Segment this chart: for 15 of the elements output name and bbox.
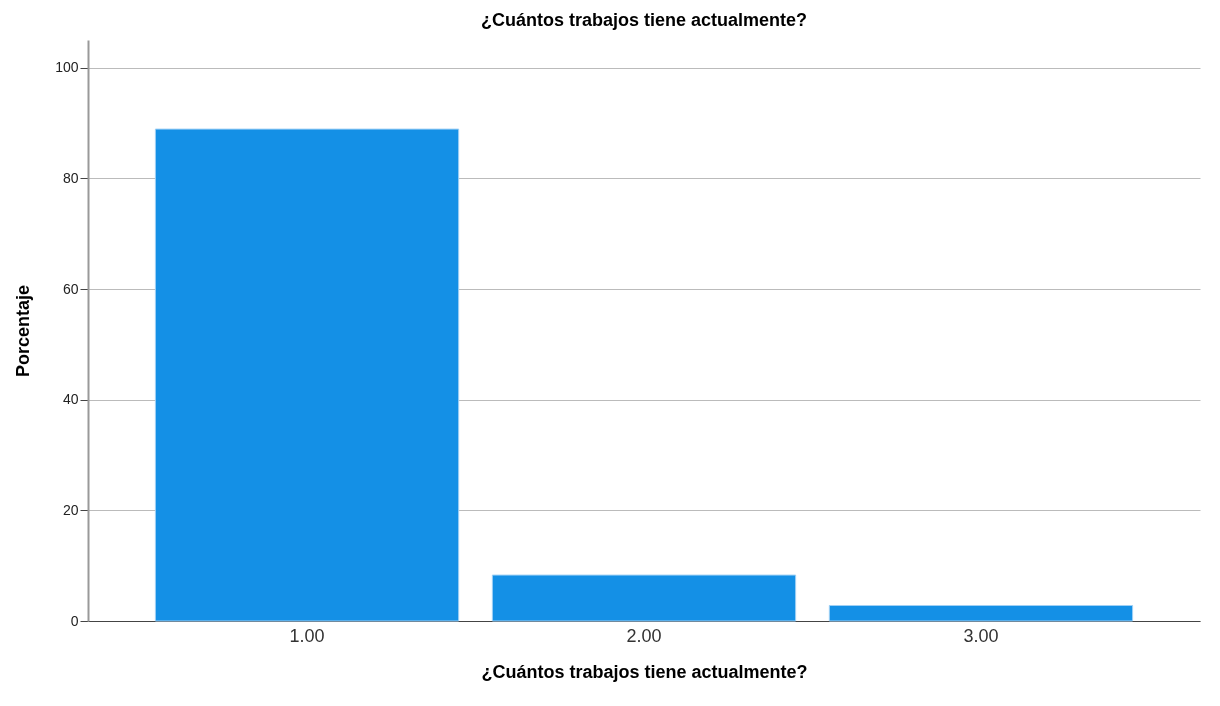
y-tick-label: 0 <box>70 612 79 629</box>
x-tick-label: 3.00 <box>963 625 999 646</box>
y-axis-title: Porcentaje <box>13 284 34 378</box>
x-axis-title: ¿Cuántos trabajos tiene actualmente? <box>481 661 808 682</box>
y-tick-label: 80 <box>62 169 79 186</box>
y-tick-label: 20 <box>62 501 79 518</box>
x-tick-label: 2.00 <box>626 625 662 646</box>
bar <box>828 605 1134 622</box>
bar <box>491 574 797 622</box>
y-tick-label: 100 <box>55 59 79 76</box>
x-tick-label: 1.00 <box>289 625 325 646</box>
y-tick-label: 60 <box>62 280 79 297</box>
y-tick-label: 40 <box>62 391 79 408</box>
bar <box>154 128 460 622</box>
chart-title: ¿Cuántos trabajos tiene actualmente? <box>480 10 808 30</box>
